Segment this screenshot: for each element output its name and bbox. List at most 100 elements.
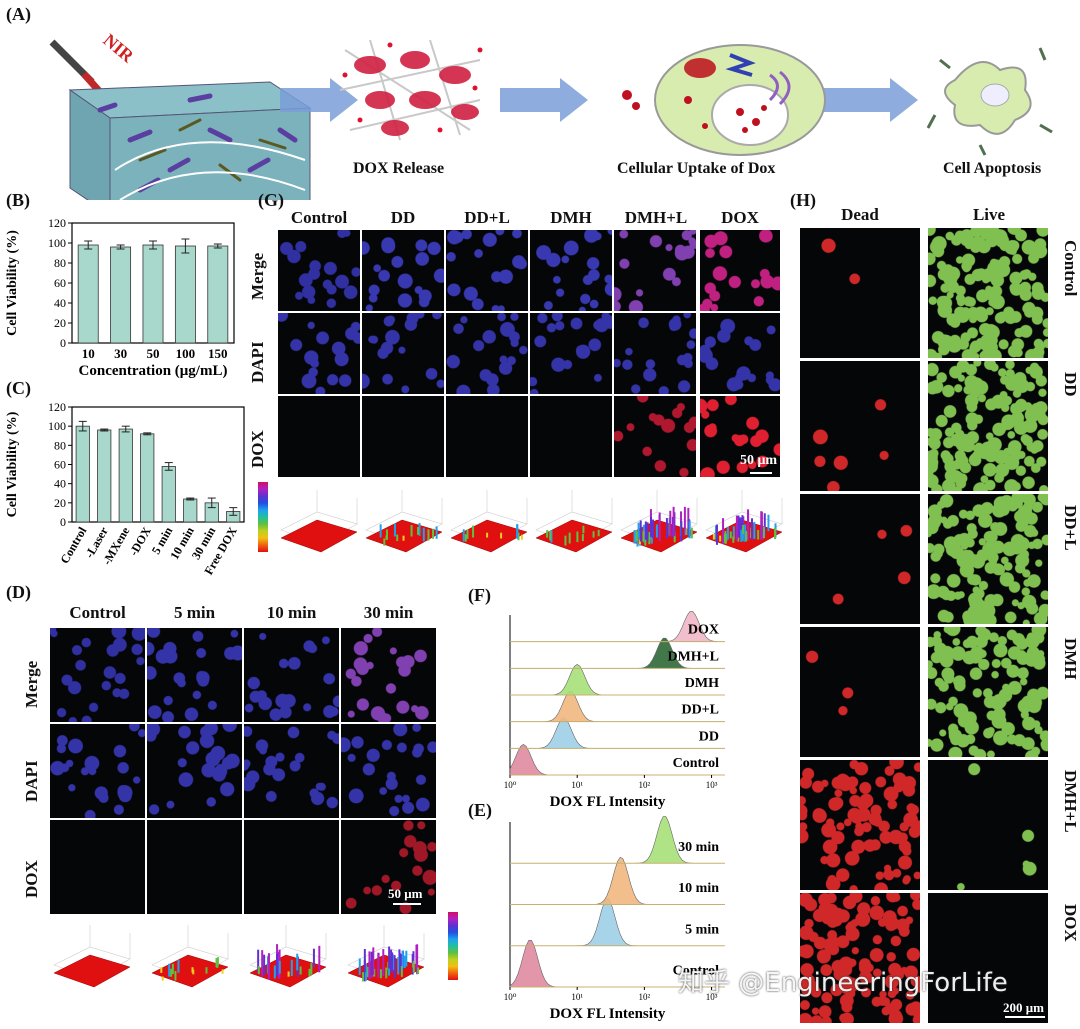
y-tick-label: 120: [48, 216, 66, 230]
d-col-10min: 10 min: [266, 603, 317, 622]
x-tick-label: 10²: [639, 780, 651, 790]
d-row-dox: DOX: [22, 860, 41, 898]
y-tick-label: 40: [54, 477, 66, 491]
micrograph-dox: [278, 396, 360, 477]
g-col-control: Control: [290, 208, 348, 227]
x-tick-label: 10³: [706, 780, 718, 790]
step-dox-release: DOX Release: [353, 160, 445, 177]
nir-label: NIR: [99, 30, 138, 67]
x-tick-label: 50: [147, 346, 160, 361]
chart-e: Control 5 min 10 min 30 min 10⁰ 10¹ 10² 10³ DOX …: [504, 816, 725, 1022]
histogram-series: [510, 898, 725, 947]
arrow-icon: [280, 78, 358, 122]
h-row-dd: DD: [1061, 372, 1080, 397]
error-bar: [186, 497, 195, 501]
histogram-series: [509, 743, 725, 776]
g-col-dmh: DMH: [550, 208, 592, 227]
x-tick-label: 10¹: [571, 992, 583, 1002]
micrograph-dead: [800, 627, 920, 757]
y-tick-label: 0: [60, 336, 66, 350]
d-colorbar: [448, 912, 458, 980]
g-col-dox: DOX: [721, 208, 759, 227]
h-row-control: Control: [1061, 240, 1080, 297]
micrograph-merge: [244, 628, 339, 722]
bar: [75, 425, 90, 523]
x-axis-label: DOX FL Intensity: [550, 794, 666, 810]
micrograph-live: [928, 627, 1048, 757]
histogram-series: [510, 611, 726, 643]
micrograph-dapi: [341, 724, 436, 818]
g-row-merge: Merge: [248, 252, 267, 300]
d-image-grid: [50, 628, 436, 916]
arrow-icon: [820, 78, 918, 122]
h-col-live: Live: [972, 205, 1006, 224]
bar: [183, 498, 198, 523]
series-label: Control: [673, 964, 720, 979]
x-axis-label: DOX FL Intensity: [550, 1006, 666, 1022]
h-scale-bar: 200 μm: [1003, 1000, 1044, 1015]
y-tick-label: 0: [60, 515, 66, 529]
g-col-dmhl: DMH+L: [624, 208, 688, 227]
h-col-dead: Dead: [841, 205, 879, 224]
surface-plot: [280, 490, 358, 553]
y-tick-label: 60: [54, 276, 66, 290]
histogram-series: [510, 816, 725, 864]
g-image-grid: [278, 230, 780, 480]
surface-plot: [249, 925, 327, 988]
surface-plot: [535, 490, 613, 553]
y-tick-label: 100: [48, 236, 66, 250]
g-scale-bar-line: [750, 472, 772, 474]
h-scale-bar-line: [1005, 1016, 1045, 1018]
series-label: Control: [673, 756, 720, 771]
x-tick-label: 100: [176, 346, 196, 361]
micrograph-live: [928, 228, 1048, 358]
panel-h-label: (H): [790, 190, 816, 210]
micrograph-dox: [341, 820, 436, 914]
histogram-series: [510, 691, 725, 723]
error-bar: [229, 507, 238, 516]
h-image-grid: [800, 228, 1050, 1028]
error-bar: [207, 497, 216, 509]
series-label: 10 min: [678, 881, 719, 896]
d-row-dapi: DAPI: [22, 760, 41, 802]
error-bar: [100, 428, 109, 432]
micrograph-dead: [800, 228, 920, 358]
micrograph-merge: [341, 628, 436, 722]
x-tick-label: 10³: [706, 992, 718, 1002]
cell-icon: [622, 44, 826, 156]
panel-c-label: (C): [6, 378, 31, 398]
micrograph-dapi: [700, 313, 780, 394]
watermark: 知乎 @EngineeringForLife: [678, 968, 1008, 998]
micrograph-live: [928, 494, 1048, 624]
series-label: DMH+L: [667, 649, 719, 664]
g-scale-bar: 50 μm: [740, 453, 778, 468]
micrograph-dapi: [362, 313, 444, 394]
micrograph-dapi: [147, 724, 242, 818]
apoptotic-cell-icon: [926, 47, 1053, 156]
d-col-control: Control: [69, 603, 126, 622]
micrograph-dox: [614, 396, 696, 477]
y-axis-label: Cell Viability (%): [5, 411, 20, 517]
bar: [110, 246, 132, 344]
micrograph-dead: [800, 760, 920, 890]
x-tick-label: Control: [57, 524, 89, 566]
micrograph-merge: [362, 230, 444, 311]
micrograph-dox: [530, 396, 612, 477]
step-cell-apoptosis: Cell Apoptosis: [943, 160, 1042, 177]
bar: [142, 244, 164, 344]
error-bar: [181, 238, 190, 254]
x-tick-label: -DOX: [126, 524, 154, 558]
x-axis-label: Concentration (μg/mL): [79, 363, 228, 379]
error-bar: [116, 244, 125, 250]
histogram-series: [510, 717, 725, 749]
panel-a-scheme: NIR: [49, 30, 1053, 200]
g-surface-plots: [280, 490, 783, 553]
d-row-merge: Merge: [22, 660, 41, 708]
bar: [207, 245, 229, 344]
g-col-ddl: DD+L: [464, 208, 510, 227]
panel-a-label: (A): [6, 4, 31, 24]
bar: [161, 466, 176, 523]
series-label: 5 min: [685, 922, 719, 937]
micrograph-dox: [700, 396, 780, 477]
y-tick-label: 40: [54, 296, 66, 310]
